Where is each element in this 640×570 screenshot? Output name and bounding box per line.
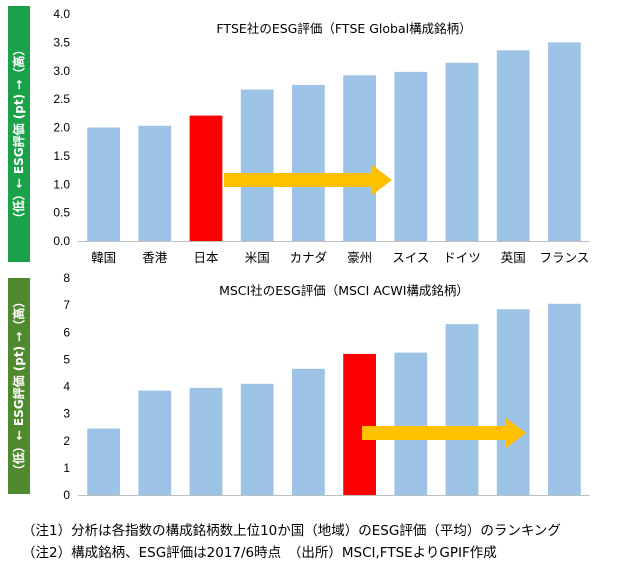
ftse-ytick-label: 0.0 [53, 234, 70, 248]
ftse-chart-title: FTSE社のESG評価（FTSE Global構成銘柄） [216, 21, 471, 36]
ftse-ytick-label: 2.5 [53, 92, 70, 106]
msci-right-arrow-icon [362, 418, 526, 448]
msci-bar-2 [138, 390, 172, 495]
ftse-category-label: カナダ [290, 250, 328, 265]
msci-ytick-label: 5 [63, 352, 70, 366]
msci-bar-chart: （低）← ESG評価 (pt) →（高） 0 1 2 3 4 5 6 7 8 MSCI社のESG評価… [8, 271, 590, 502]
msci-ytick-label: 3 [63, 407, 70, 421]
ftse-chart-panel: （低）← ESG評価 (pt) →（高） 0.0 0.5 1.0 1.5 2.0 2.5 3.… [0, 0, 640, 270]
ftse-category-label: 日本 [193, 250, 219, 265]
ftse-bar-8 [445, 62, 479, 242]
msci-ytick-label: 4 [63, 380, 70, 394]
ftse-ytick-label: 1.0 [53, 177, 70, 191]
ftse-bar-10 [548, 42, 581, 241]
msci-bar-6 [343, 353, 376, 495]
msci-chart-title: MSCI社のESG評価（MSCI ACWI構成銘柄） [219, 283, 469, 298]
ftse-category-label: スイス [392, 250, 429, 265]
ftse-ylabel: （低）← ESG評価 (pt) →（高） [11, 44, 26, 225]
ftse-ytick-label: 4.0 [53, 7, 70, 21]
msci-bar-7 [394, 352, 428, 495]
msci-bar-8 [445, 324, 479, 495]
msci-ytick-label: 1 [63, 461, 70, 475]
msci-bar-5 [292, 368, 325, 495]
ftse-bar-chart: （低）← ESG評価 (pt) →（高） 0.0 0.5 1.0 1.5 2.0 2.5 3.… [8, 6, 590, 265]
footnote-1: （注1）分析は各指数の構成銘柄数上位10か国（地域）のESG評価（平均）のランキ… [22, 523, 561, 539]
ftse-bar-5 [292, 84, 325, 241]
msci-bar-3 [189, 387, 223, 495]
ftse-ytick-label: 3.5 [53, 35, 70, 49]
ftse-bar-9 [496, 50, 530, 241]
ftse-category-label: 米国 [245, 250, 270, 265]
ftse-bar-2 [138, 125, 172, 241]
msci-ytick-label: 2 [63, 434, 70, 448]
footnote-2: （注2）構成銘柄、ESG評価は2017/6時点 （出所）MSCI,FTSEよりG… [22, 545, 497, 561]
msci-chart-panel: （低）← ESG評価 (pt) →（高） 0 1 2 3 4 5 6 7 8 MSCI社のESG評価… [0, 270, 640, 502]
ftse-category-label: 韓国 [91, 250, 116, 265]
ftse-bar-6 [343, 75, 376, 241]
ftse-bar-4 [240, 89, 274, 241]
ftse-ytick-label: 3.0 [53, 64, 70, 78]
msci-ylabel: （低）← ESG評価 (pt) →（高） [11, 296, 26, 477]
ftse-category-label: 豪州 [347, 250, 372, 265]
msci-ytick-label: 8 [63, 271, 70, 285]
msci-bar-4 [240, 383, 274, 495]
ftse-category-label: フランス [540, 250, 590, 265]
ftse-category-label: 英国 [501, 250, 526, 265]
msci-ytick-label: 7 [63, 298, 70, 312]
msci-bar-9 [496, 309, 530, 495]
ftse-ytick-label: 2.0 [53, 121, 70, 135]
msci-ytick-label: 0 [63, 488, 70, 502]
ftse-ytick-label: 1.5 [53, 149, 70, 163]
ftse-category-label: 香港 [142, 250, 168, 265]
ftse-category-label: ドイツ [443, 250, 481, 265]
msci-ytick-label: 6 [63, 325, 70, 339]
ftse-bar-7 [394, 71, 428, 241]
msci-bar-10 [548, 303, 581, 495]
ftse-ytick-label: 0.5 [53, 206, 70, 220]
ftse-right-arrow-icon [224, 165, 392, 195]
ftse-ylabel-box [8, 6, 30, 262]
msci-ylabel-box [8, 278, 30, 494]
msci-bar-1 [87, 428, 120, 495]
ftse-bar-3 [189, 115, 223, 241]
ftse-bar-1 [87, 127, 120, 241]
